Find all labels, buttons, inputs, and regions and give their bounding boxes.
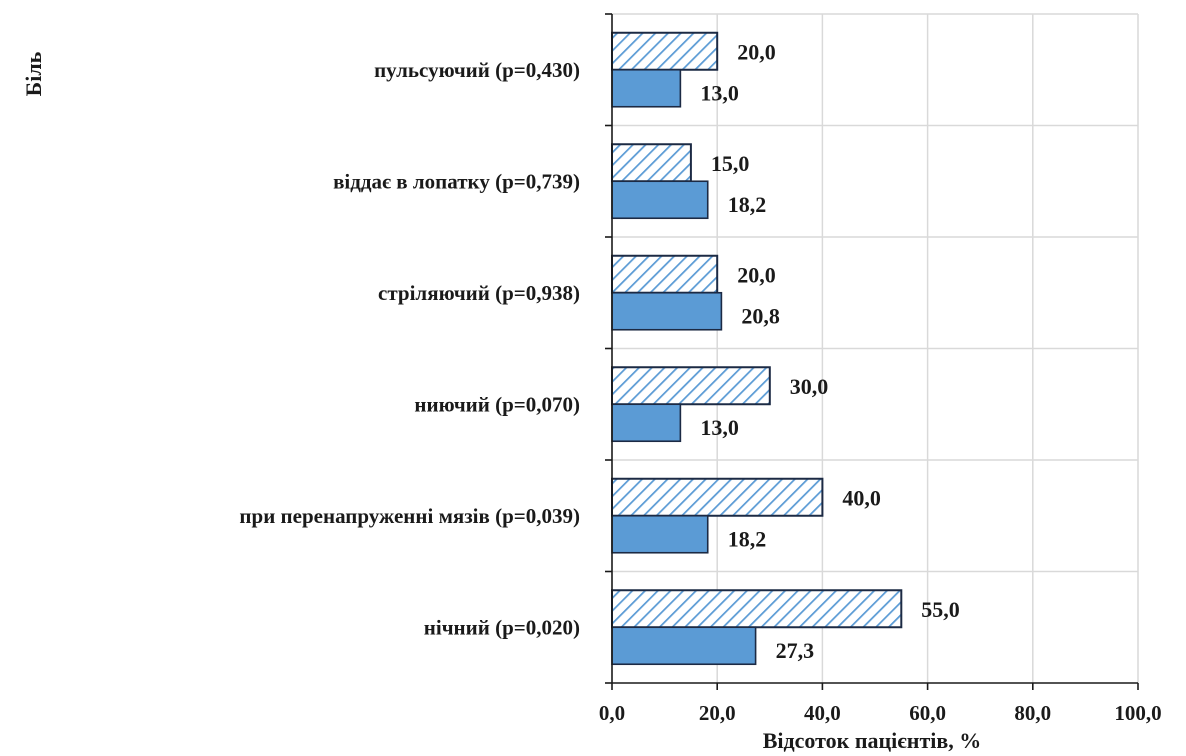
labels: 0,0 20,0 40,0 60,0 80,0 100,0 20,0 13,0 пульсуюч… [239, 39, 1161, 725]
category-label: стріляючий (р=0,938) [378, 281, 580, 305]
data-label: 18,2 [728, 526, 767, 551]
bar-solid [611, 291, 723, 331]
bar-hatched [611, 589, 903, 629]
data-label: 15,0 [711, 151, 750, 176]
x-tick-label: 0,0 [599, 701, 625, 725]
bar-hatched [611, 254, 719, 294]
axes [605, 13, 1139, 690]
bar-hatched [611, 31, 719, 71]
data-label: 30,0 [790, 374, 829, 399]
data-label: 20,0 [737, 262, 776, 287]
data-label: 55,0 [921, 597, 960, 622]
bar-hatched [611, 477, 824, 517]
category-label: віддає в лопатку (р=0,739) [333, 169, 580, 193]
x-tick-label: 40,0 [804, 701, 841, 725]
data-label: 40,0 [842, 485, 881, 510]
bar-solid [611, 626, 757, 666]
category-label: нічний (р=0,020) [424, 615, 580, 639]
x-tick-label: 100,0 [1114, 701, 1161, 725]
x-tick-label: 20,0 [699, 701, 736, 725]
data-label: 13,0 [700, 415, 739, 440]
category-label: ниючий (р=0,070) [414, 392, 580, 416]
data-label: 13,0 [700, 80, 739, 105]
data-label: 18,2 [728, 192, 767, 217]
y-axis-title: Біль [21, 51, 46, 96]
x-axis-title: Відсоток пацієнтів, % [763, 728, 982, 753]
bar-solid [611, 68, 682, 108]
bar-hatched [611, 366, 771, 406]
x-tick-label: 80,0 [1014, 701, 1051, 725]
x-tick-label: 60,0 [909, 701, 946, 725]
bar-solid [611, 514, 709, 554]
data-label: 20,8 [741, 303, 780, 328]
category-label: при перенапруженні мязів (р=0,039) [239, 504, 580, 528]
data-label: 20,0 [737, 39, 776, 64]
bar-solid [611, 403, 682, 443]
category-label: пульсуючий (р=0,430) [374, 58, 580, 82]
data-label: 27,3 [776, 638, 815, 663]
bar-hatched [611, 143, 692, 183]
gridlines [612, 13, 1139, 683]
bar-solid [611, 180, 709, 220]
